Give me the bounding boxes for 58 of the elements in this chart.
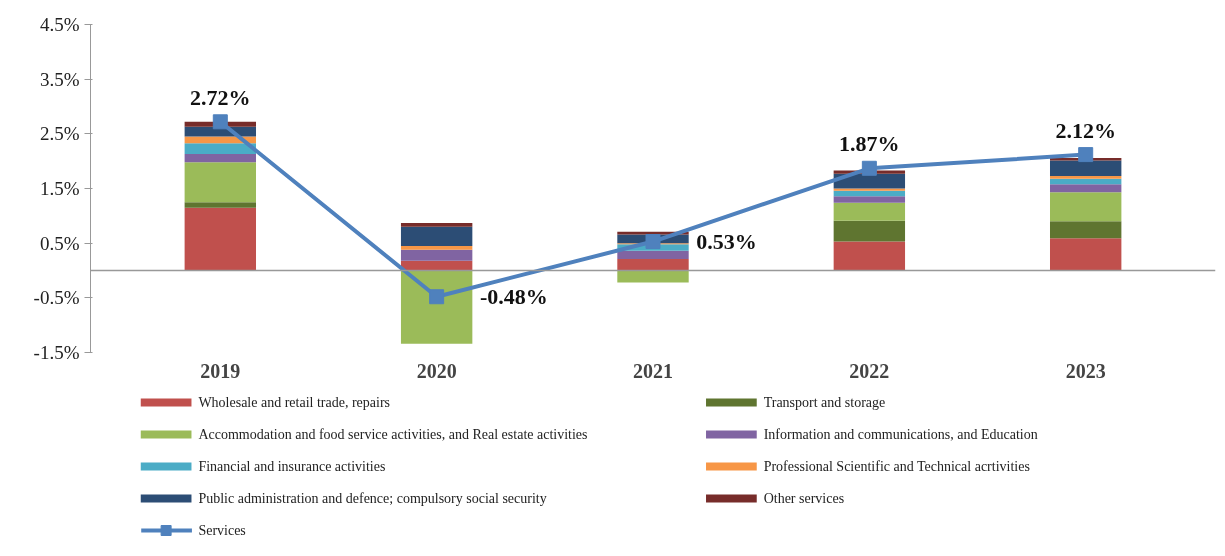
bar [1050,221,1122,239]
bar [400,245,473,250]
y-tick-label: -0.5% [33,287,80,309]
bar [400,270,473,344]
point [429,289,445,305]
x-tick-label: 2021 [633,359,673,382]
x-tick-label: 2023 [1065,359,1106,382]
legend-label: Other services [763,491,845,506]
bar [184,207,256,271]
bar [184,154,256,163]
bar [617,250,689,260]
point [645,234,661,250]
legend-label: Professional Scientific and Technical acrtivities [763,459,1030,474]
bar [1050,192,1122,222]
bar [833,220,906,242]
bar [400,222,473,227]
x-tick-label: 2019 [200,359,241,382]
bar [833,202,906,221]
legend-label: Transport and storage [763,395,886,410]
y-tick-label: 2.5% [39,123,80,145]
bar [833,241,906,271]
bar [1050,178,1122,185]
x-tick-label: 2022 [849,359,890,382]
legend-label: Public administration and defence; compulsory social security [198,491,547,506]
data-label: 2.72% [190,84,251,110]
y-tick-label: 1.5% [39,178,80,199]
bar [184,202,256,208]
y-tick-label: -1.5% [33,342,80,363]
bar [1050,160,1122,176]
bar [400,249,473,261]
bar [1050,175,1122,179]
bar [184,143,256,155]
legend-label: Accommodation and food service activities, and Real estate activities [198,427,588,442]
legend-label: Wholesale and retail trade, repairs [198,395,391,410]
point [212,114,228,130]
y-tick-label: 4.5% [39,14,80,35]
legend-label: Information and communications, and Education [763,427,1038,442]
bar [184,162,256,203]
bar [833,173,906,189]
data-label: 2.12% [1055,117,1116,143]
bar [617,259,689,271]
data-label: -0.48% [479,284,548,310]
legend-label: Financial and insurance activities [198,459,386,474]
y-tick-label: 0.5% [39,232,80,254]
point [861,160,877,176]
x-tick-label: 2020 [416,359,457,382]
bar [400,226,473,246]
data-label: 1.87% [839,131,900,157]
bar [833,190,906,197]
data-label: 0.53% [696,229,757,255]
bar [1050,238,1122,271]
bar [833,188,906,191]
bar [617,270,689,283]
y-tick-label: 3.5% [39,68,80,90]
point [1078,147,1094,163]
bar [833,196,906,203]
bar [1050,184,1122,193]
legend-label: Services [198,523,246,538]
